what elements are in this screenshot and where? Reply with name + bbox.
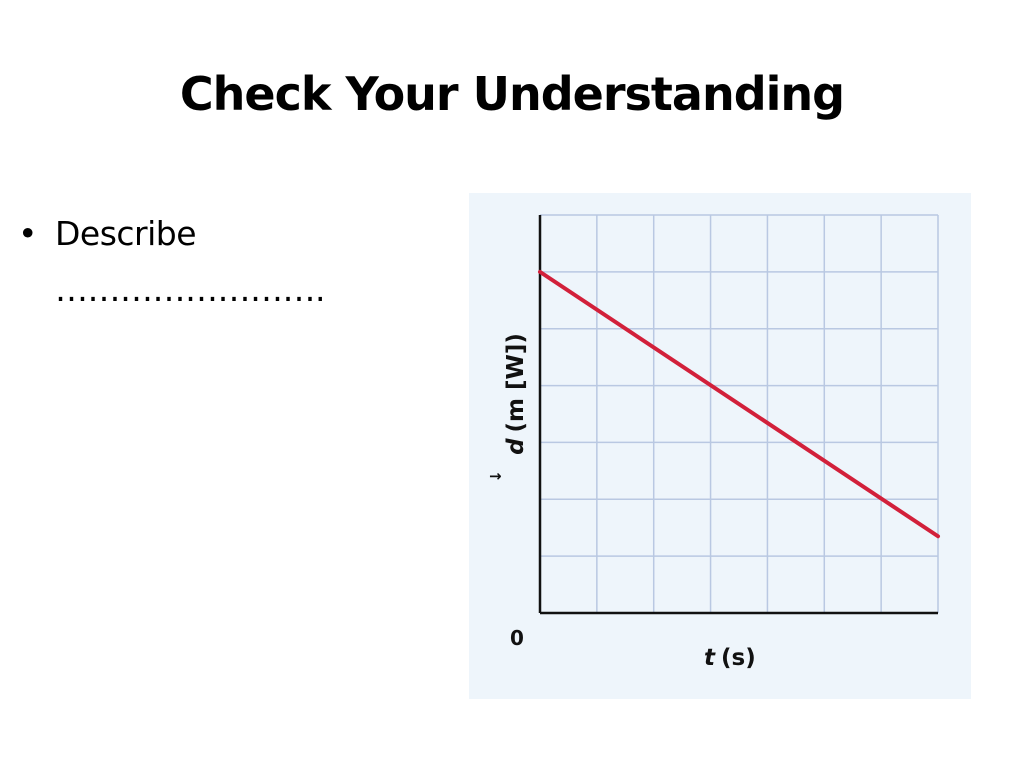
- y-axis-unit: (m [W]): [503, 333, 529, 432]
- y-axis-variable: d: [503, 438, 529, 455]
- origin-tick-label: 0: [510, 626, 524, 650]
- x-axis-unit: (s): [721, 645, 756, 671]
- y-axis-label: d (m [W]) →: [489, 333, 529, 485]
- position-time-chart: 0 t (s) d (m [W]) →: [469, 193, 971, 699]
- x-axis-label: t (s): [704, 645, 756, 671]
- y-vector-arrow: →: [489, 467, 502, 485]
- bullet-text-dots: …………………….: [55, 270, 326, 309]
- bullet-dot: •: [18, 214, 37, 253]
- grid: [540, 214, 939, 613]
- bullet-text-describe: Describe: [55, 214, 197, 253]
- x-axis-variable: t: [704, 645, 716, 671]
- slide-title: Check Your Understanding: [179, 67, 845, 121]
- chart-svg: 0 t (s) d (m [W]) →: [489, 214, 940, 671]
- series-line-0: [538, 269, 940, 539]
- bullet-list: • Describe …………………….: [18, 206, 326, 318]
- svg-text:d(m [W]): d (m [W]): [503, 333, 529, 455]
- series-group: [538, 269, 940, 539]
- bullet-item-describe: • Describe …………………….: [18, 206, 326, 318]
